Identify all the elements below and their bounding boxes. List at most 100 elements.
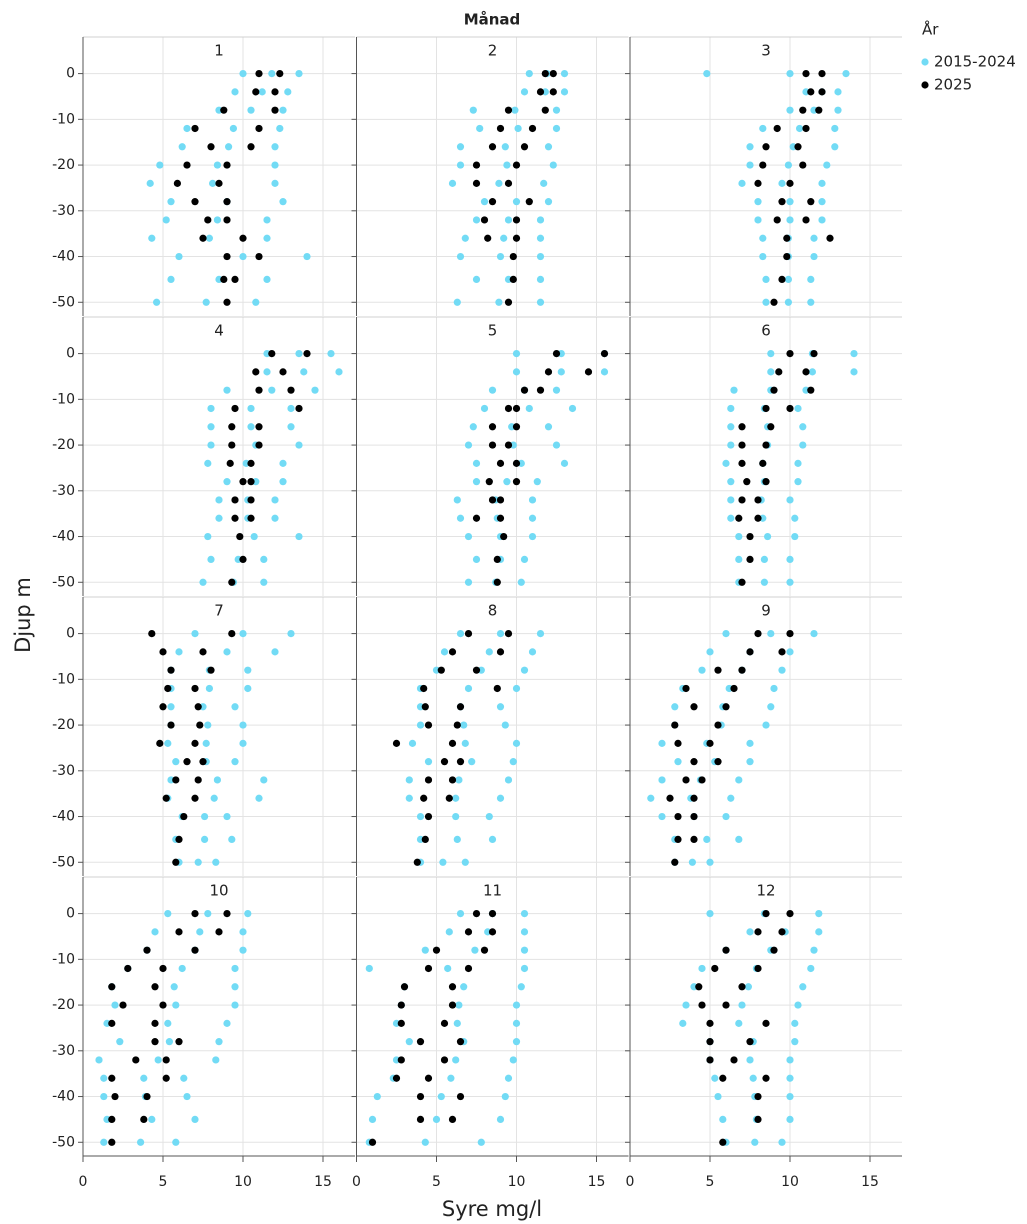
- data-point: [247, 404, 255, 413]
- data-point: [148, 629, 156, 638]
- data-point: [300, 368, 308, 376]
- x-tick-label: 0: [626, 1174, 635, 1190]
- data-point: [744, 983, 753, 991]
- data-point: [461, 234, 469, 242]
- data-point: [263, 216, 271, 224]
- x-tick-label: 5: [159, 1174, 168, 1190]
- data-point: [204, 459, 212, 467]
- data-point: [746, 739, 754, 747]
- data-point: [778, 198, 786, 206]
- data-point: [231, 404, 239, 413]
- data-point: [108, 1074, 116, 1082]
- data-point: [239, 739, 247, 747]
- data-point: [154, 1056, 162, 1064]
- data-point: [823, 161, 831, 169]
- panel-title: 8: [488, 602, 498, 620]
- data-point: [421, 1138, 429, 1146]
- data-point: [255, 252, 263, 261]
- data-point: [368, 1115, 377, 1124]
- data-point: [706, 909, 714, 918]
- panel-title: 1: [214, 42, 224, 60]
- data-point: [148, 234, 156, 242]
- data-point: [456, 1092, 465, 1101]
- data-point: [207, 441, 215, 449]
- data-point: [520, 946, 529, 954]
- data-point: [453, 298, 461, 306]
- data-point: [244, 666, 252, 674]
- data-point: [223, 909, 231, 918]
- data-point: [810, 349, 818, 358]
- data-point: [786, 1074, 794, 1082]
- data-point: [456, 703, 465, 711]
- data-point: [271, 179, 279, 187]
- data-point: [671, 703, 679, 711]
- data-point: [244, 909, 252, 918]
- data-point: [503, 478, 511, 486]
- data-point: [560, 69, 569, 78]
- data-point: [786, 404, 794, 413]
- data-point: [730, 1056, 738, 1064]
- y-tick-label: -30: [52, 483, 75, 499]
- data-point: [719, 1074, 727, 1082]
- data-point: [223, 386, 231, 394]
- data-point: [191, 794, 199, 802]
- data-point: [754, 179, 762, 187]
- data-point: [512, 1001, 521, 1009]
- data-point: [552, 124, 561, 133]
- data-point: [373, 1092, 381, 1101]
- data-point: [496, 459, 505, 467]
- data-point: [504, 1074, 513, 1082]
- data-point: [754, 216, 762, 224]
- data-point: [223, 648, 231, 656]
- data-point: [767, 703, 775, 711]
- y-tick-label: -20: [52, 157, 75, 173]
- data-point: [557, 368, 565, 376]
- data-point: [850, 349, 858, 358]
- data-point: [722, 703, 730, 711]
- data-point: [95, 1056, 103, 1064]
- data-point: [271, 106, 279, 114]
- data-point: [791, 1038, 799, 1046]
- data-point: [512, 198, 521, 206]
- data-point: [762, 441, 770, 449]
- data-point: [520, 143, 529, 151]
- data-point: [818, 88, 826, 96]
- y-tick-label: -20: [52, 437, 75, 453]
- data-point: [202, 298, 210, 306]
- data-point: [485, 648, 493, 656]
- data-point: [175, 835, 183, 844]
- data-point: [544, 423, 553, 431]
- data-point: [175, 252, 183, 261]
- data-point: [541, 69, 549, 78]
- data-point: [151, 983, 159, 991]
- data-point: [714, 721, 722, 729]
- data-point: [714, 1092, 722, 1101]
- data-point: [405, 1038, 413, 1046]
- data-point: [162, 794, 170, 802]
- data-point: [255, 441, 263, 449]
- data-point: [831, 143, 839, 151]
- panel-title: 12: [756, 882, 775, 900]
- data-point: [456, 629, 465, 638]
- data-point: [671, 858, 679, 866]
- data-point: [786, 1056, 794, 1064]
- data-point: [196, 928, 204, 936]
- data-point: [807, 198, 815, 206]
- data-point: [485, 478, 493, 486]
- data-point: [111, 1001, 119, 1009]
- data-point: [440, 1056, 449, 1064]
- data-point: [682, 1001, 690, 1009]
- data-point: [512, 161, 521, 169]
- data-point: [287, 423, 295, 431]
- data-point: [215, 496, 223, 504]
- data-point: [220, 106, 228, 114]
- data-point: [600, 349, 609, 358]
- data-point: [295, 532, 303, 541]
- data-point: [247, 106, 255, 114]
- data-point: [143, 946, 151, 954]
- data-point: [140, 1074, 148, 1082]
- data-point: [493, 684, 501, 693]
- x-tick-label: 5: [432, 1174, 441, 1190]
- x-tick-label: 10: [234, 1174, 252, 1190]
- data-point: [727, 794, 735, 802]
